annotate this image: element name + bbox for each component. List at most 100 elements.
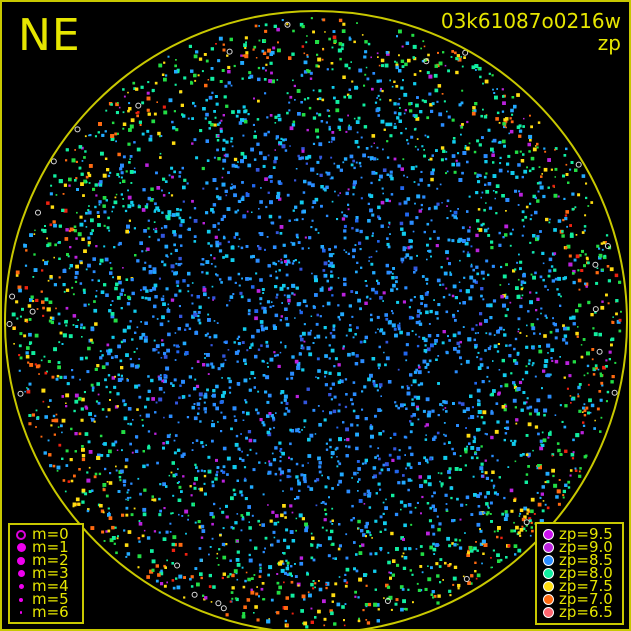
star-marker <box>262 493 265 496</box>
star-marker <box>182 185 186 190</box>
star-marker <box>108 309 112 313</box>
star-marker <box>244 497 248 501</box>
star-marker <box>139 414 142 417</box>
star-marker <box>216 195 220 199</box>
star-marker <box>33 233 36 235</box>
star-marker <box>202 286 206 289</box>
star-marker <box>384 313 388 317</box>
star-marker <box>114 526 117 529</box>
star-marker <box>482 298 485 301</box>
star-marker <box>283 394 288 399</box>
star-marker <box>85 406 89 410</box>
star-marker <box>353 40 356 44</box>
star-marker <box>490 246 494 250</box>
star-marker <box>244 362 247 365</box>
star-marker <box>428 92 432 96</box>
star-marker <box>347 252 350 255</box>
star-marker <box>230 496 234 501</box>
star-marker <box>286 111 289 115</box>
star-marker <box>407 58 411 63</box>
star-marker <box>136 259 140 263</box>
star-marker <box>605 400 608 403</box>
star-marker <box>416 344 420 348</box>
star-marker <box>394 401 397 404</box>
star-marker <box>386 585 391 589</box>
star-marker <box>330 156 333 159</box>
star-marker <box>407 478 412 482</box>
star-marker <box>557 502 561 506</box>
star-marker <box>65 148 69 152</box>
star-marker <box>269 114 273 117</box>
star-marker <box>203 401 206 404</box>
star-marker <box>236 360 239 363</box>
star-marker <box>11 312 16 317</box>
star-marker <box>165 287 169 291</box>
star-marker <box>513 529 516 533</box>
star-marker <box>220 363 225 368</box>
star-marker <box>464 146 468 150</box>
star-marker <box>433 73 438 78</box>
star-marker <box>310 167 315 172</box>
star-marker <box>312 305 316 309</box>
star-marker <box>296 495 300 500</box>
star-marker <box>184 553 188 556</box>
star-marker <box>474 381 477 385</box>
star-marker <box>103 283 107 287</box>
star-marker <box>364 50 368 54</box>
star-marker <box>68 177 72 182</box>
star-marker <box>77 232 82 237</box>
star-marker <box>333 395 337 399</box>
star-marker <box>128 102 131 105</box>
star-marker <box>373 569 377 573</box>
star-marker <box>377 215 380 219</box>
star-marker <box>419 545 423 548</box>
star-marker <box>111 210 113 213</box>
star-marker <box>105 362 109 366</box>
star-marker <box>246 454 249 457</box>
star-marker <box>342 161 345 164</box>
star-marker <box>228 379 232 384</box>
star-marker <box>503 496 506 500</box>
star-marker <box>155 401 158 404</box>
star-marker <box>510 120 514 124</box>
star-marker <box>109 399 111 401</box>
star-marker <box>267 130 270 134</box>
star-marker <box>232 406 237 411</box>
star-marker <box>428 74 433 79</box>
star-marker <box>363 84 366 87</box>
star-marker <box>388 199 391 203</box>
star-marker <box>142 507 147 512</box>
star-marker <box>301 218 304 221</box>
star-marker <box>410 415 413 418</box>
star-marker <box>205 211 209 215</box>
star-marker <box>325 583 328 586</box>
star-marker <box>243 466 247 469</box>
star-marker <box>436 515 439 518</box>
star-marker <box>582 421 585 424</box>
star-marker <box>138 120 142 124</box>
star-marker <box>226 473 229 476</box>
star-marker <box>297 241 301 244</box>
star-marker <box>137 384 141 387</box>
star-marker <box>162 194 166 197</box>
star-marker <box>588 398 592 403</box>
star-marker <box>220 217 224 221</box>
star-marker <box>325 121 328 124</box>
star-marker <box>268 214 273 219</box>
star-marker <box>280 261 283 264</box>
star-marker <box>191 302 194 305</box>
star-marker <box>577 385 581 390</box>
star-marker <box>305 304 308 308</box>
star-marker <box>240 159 244 164</box>
star-marker <box>108 511 110 514</box>
star-marker <box>484 432 487 435</box>
star-marker <box>410 166 415 171</box>
star-marker <box>256 618 260 622</box>
star-marker <box>126 224 130 229</box>
star-marker <box>176 482 179 484</box>
star-marker <box>255 168 260 172</box>
star-marker <box>496 350 500 353</box>
star-marker <box>350 61 352 63</box>
star-marker <box>218 548 221 551</box>
star-marker <box>332 409 337 414</box>
